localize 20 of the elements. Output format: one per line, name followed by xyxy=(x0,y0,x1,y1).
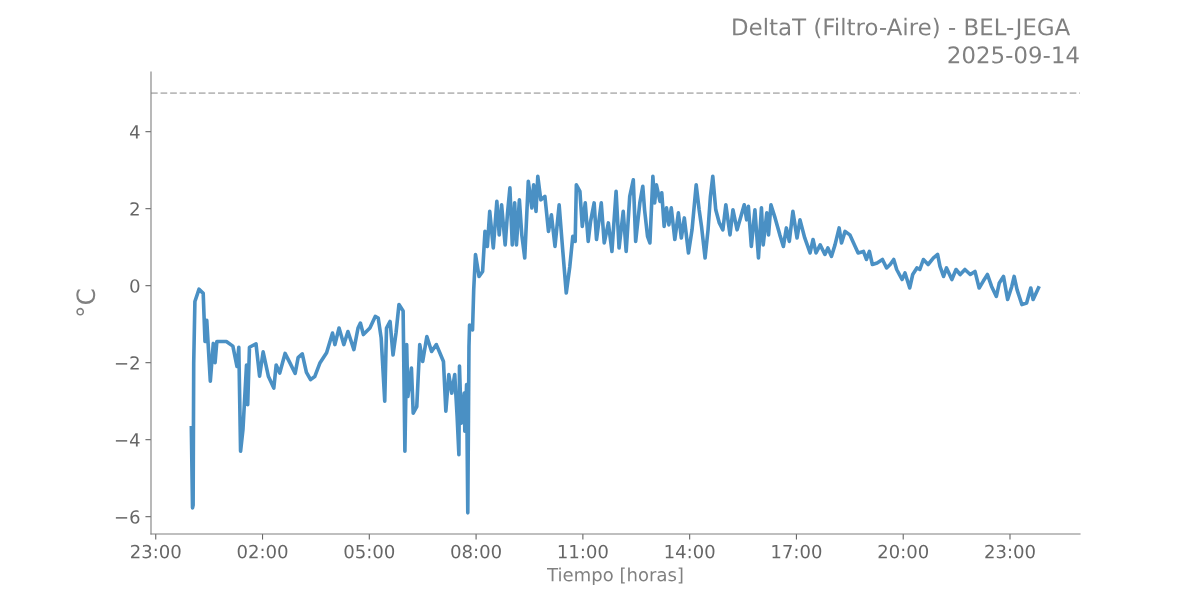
x-tick-label: 23:00 xyxy=(985,544,1035,559)
x-tick-label: 20:00 xyxy=(878,544,929,559)
x-axis-title: Tiempo [horas] xyxy=(547,567,683,585)
x-tick-label: 05:00 xyxy=(344,544,395,559)
y-axis-title: °C xyxy=(76,289,96,316)
x-tick-label: 11:00 xyxy=(558,544,608,559)
chart-subtitle: 2025-09-14 xyxy=(948,46,1079,64)
x-tick-label: 02:00 xyxy=(237,544,288,559)
x-tick-label: 14:00 xyxy=(665,544,715,559)
y-tick-label: −2 xyxy=(115,356,139,370)
y-tick-label: 0 xyxy=(130,279,140,293)
y-tick-label: −4 xyxy=(115,433,140,447)
y-tick-label: 2 xyxy=(130,202,139,216)
x-tick-label: 23:00 xyxy=(131,544,181,559)
y-tick-label: 4 xyxy=(129,125,140,139)
y-tick-label: −6 xyxy=(115,510,140,524)
x-tick-label: 17:00 xyxy=(772,544,822,559)
chart-title: DeltaT (Filtro-Aire) - BEL-JEGA xyxy=(733,17,1071,40)
line-series xyxy=(189,174,1041,515)
x-tick-label: 08:00 xyxy=(451,544,501,559)
